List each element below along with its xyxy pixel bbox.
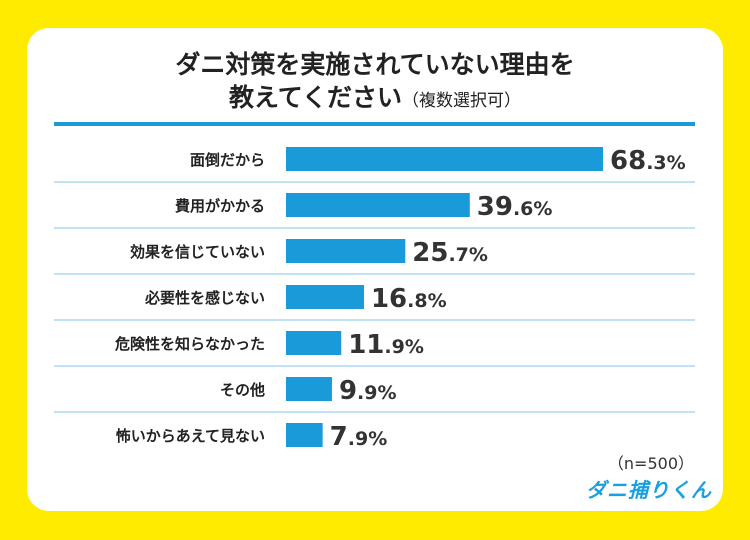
data-label: 39.6%: [477, 192, 553, 222]
bar: [286, 331, 342, 355]
sample-size: （n=500）: [607, 454, 694, 473]
data-label: 25.7%: [412, 238, 488, 268]
title-rule: [54, 122, 695, 126]
title-note: （複数選択可）: [402, 91, 521, 111]
title-line-2: 教えてください: [228, 83, 402, 112]
data-label: 16.8%: [371, 284, 447, 314]
data-label: 9.9%: [339, 376, 397, 406]
category-label: その他: [220, 381, 265, 399]
category-label: 必要性を感じない: [144, 289, 265, 307]
bar: [286, 147, 603, 171]
data-label: 11.9%: [348, 330, 424, 360]
chart-card: [27, 28, 723, 511]
category-label: 効果を信じていない: [130, 243, 265, 261]
bar: [286, 423, 323, 447]
title-line-1: ダニ対策を実施されていない理由を: [175, 50, 575, 79]
bar: [286, 193, 470, 217]
category-label: 危険性を知らなかった: [115, 335, 265, 353]
bar: [286, 285, 364, 309]
chart-title: ダニ対策を実施されていない理由を 教えてください（複数選択可）: [0, 48, 750, 118]
bar: [286, 239, 406, 263]
data-label: 68.3%: [610, 146, 686, 176]
category-label: 怖いからあえて見ない: [116, 427, 265, 445]
bar: [286, 377, 332, 401]
category-label: 面倒だから: [190, 151, 265, 169]
data-label: 7.9%: [330, 422, 388, 452]
brand-logo: ダニ捕りくん: [586, 478, 712, 502]
category-label: 費用がかかる: [175, 197, 265, 215]
